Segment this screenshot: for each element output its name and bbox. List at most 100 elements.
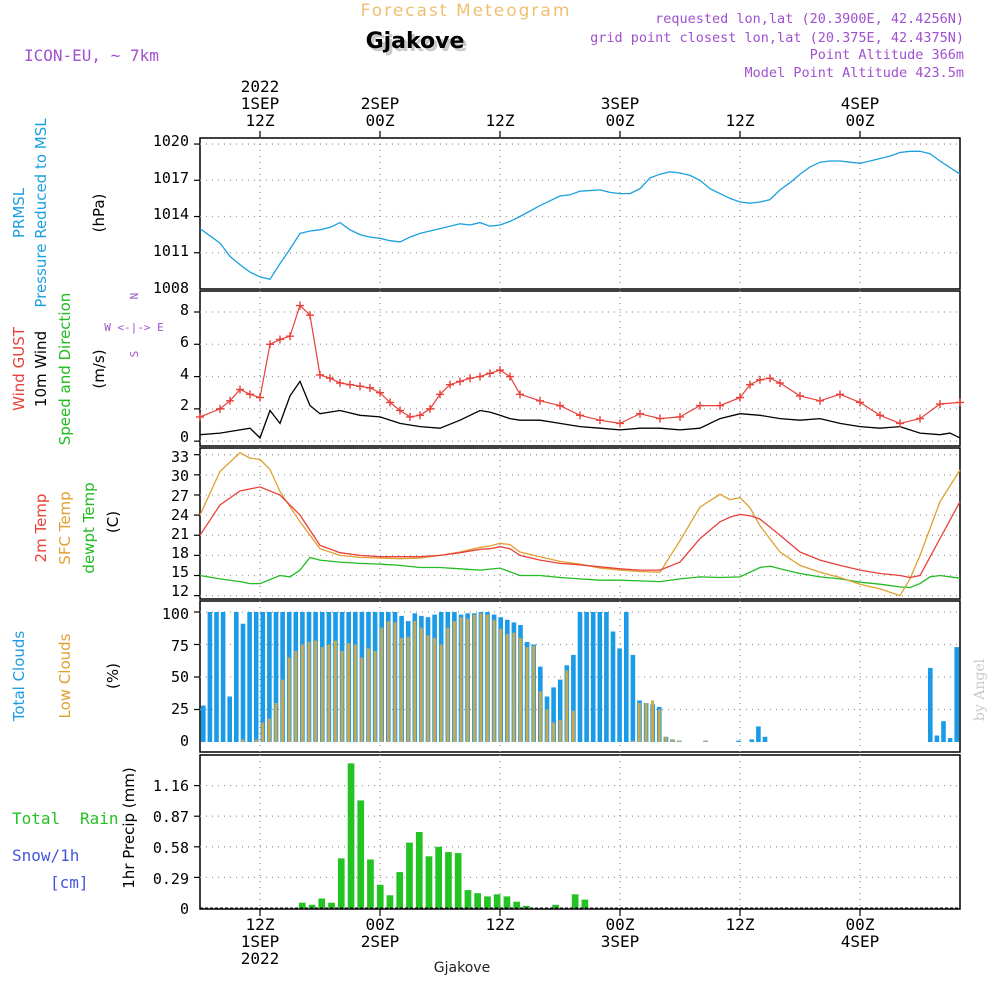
temp-tick-21: 21 <box>171 525 189 543</box>
model-label: ICON-EU, ~ 7km <box>24 46 159 65</box>
model-altitude: Model Point Altitude 423.5m <box>745 65 964 81</box>
rain-bar-30 <box>493 894 501 908</box>
temp-tick-18: 18 <box>171 544 189 562</box>
gust-marker-46 <box>776 379 784 388</box>
gust-marker-32 <box>536 396 544 405</box>
pressure-tick-1014: 1014 <box>153 205 189 223</box>
pressure-panel: PRMSL Pressure Reduced to MSL (hPa) 1020… <box>10 118 961 308</box>
low-clouds-bar-28 <box>386 621 390 742</box>
gust-marker-54 <box>936 400 944 409</box>
gust-marker-16 <box>366 383 374 392</box>
temp-tick-27: 27 <box>171 487 189 505</box>
total-clouds-bar-83 <box>749 739 755 742</box>
low-clouds-bar-26 <box>373 651 377 742</box>
time-top-label-4-0: 12Z <box>726 111 755 130</box>
wind-panel: Wind GUST 10m Wind Speed and Direction (… <box>10 290 964 447</box>
time-bottom-label-1-1: 2SEP <box>361 932 400 951</box>
time-top-label-5-1: 00Z <box>846 111 875 130</box>
time-top-label-0-1: 1SEP <box>241 94 280 113</box>
low-clouds-bar-69 <box>657 709 661 742</box>
gust-marker-6 <box>266 340 274 349</box>
low-clouds-bar-55 <box>565 670 569 742</box>
temp-tick-33: 33 <box>171 448 189 466</box>
gust-marker-26 <box>466 374 474 383</box>
point-altitude: Point Altitude 366m <box>810 47 964 63</box>
rain-bar-15 <box>347 763 355 908</box>
total-clouds-bar-9 <box>260 612 266 742</box>
precip-panel: Total Rain Snow/1h [cm] 1hr Precip (mm) … <box>12 754 961 918</box>
sfc-temp-line <box>199 451 961 597</box>
gust-marker-10 <box>306 311 314 320</box>
rain-bar-26 <box>454 853 462 908</box>
low-clouds-bar-6 <box>241 739 245 742</box>
gust-marker-29 <box>496 366 504 375</box>
total-clouds-bar-64 <box>624 612 629 742</box>
low-clouds-bar-67 <box>644 703 648 742</box>
total-clouds-bar-7 <box>247 612 252 742</box>
rain-bar-20 <box>396 872 404 908</box>
clouds-tick-50: 50 <box>171 668 189 686</box>
wind-label-unit: (m/s) <box>90 349 108 388</box>
total-clouds-bar-113 <box>947 738 953 742</box>
rain-bar-24 <box>435 846 442 908</box>
gust-marker-3 <box>236 385 244 394</box>
gust-marker-22 <box>426 404 434 413</box>
total-clouds-bar-84 <box>756 726 761 742</box>
temp-tick-15: 15 <box>171 563 189 581</box>
time-bottom-label-5-1: 4SEP <box>841 932 880 951</box>
time-bottom-label-3-0: 00Z <box>606 915 635 934</box>
time-bottom-label-5-0: 00Z <box>846 915 875 934</box>
low-clouds-bar-41 <box>472 614 476 742</box>
low-clouds-bar-22 <box>347 643 351 742</box>
low-clouds-bar-25 <box>367 648 370 742</box>
gust-marker-8 <box>286 332 294 341</box>
clouds-tick-75: 75 <box>171 637 189 655</box>
low-clouds-bar-37 <box>446 627 450 742</box>
rain-bar-29 <box>484 896 491 908</box>
rain-bar-38 <box>571 894 579 908</box>
gust-marker-5 <box>256 393 264 402</box>
time-top-label-0-2: 12Z <box>246 111 275 130</box>
low-clouds-bar-38 <box>453 621 456 742</box>
precip-tick-0: 0 <box>180 900 189 918</box>
compass-h: W <-|-> E <box>104 321 164 334</box>
total-clouds-bar-53 <box>551 687 556 742</box>
gust-marker-55 <box>956 398 964 407</box>
low-clouds-bar-68 <box>651 700 655 742</box>
low-clouds-bar-14 <box>294 651 298 742</box>
low-clouds-bar-18 <box>320 647 324 742</box>
pressure-tick-1020: 1020 <box>153 132 189 150</box>
rain-bar-31 <box>503 896 511 908</box>
low-clouds-bar-19 <box>327 644 331 742</box>
temp-tick-30: 30 <box>171 467 189 485</box>
temp-label-2m: 2m Temp <box>32 494 50 563</box>
gust-marker-24 <box>446 380 454 389</box>
gust-marker-33 <box>556 401 564 410</box>
compass-s: S <box>128 351 141 358</box>
gust-marker-35 <box>596 416 604 425</box>
low-clouds-bar-53 <box>552 722 555 742</box>
gust-marker-9 <box>296 301 304 310</box>
gust-marker-27 <box>476 372 484 381</box>
temp-label-sfc: SFC Temp <box>56 491 74 564</box>
gust-marker-40 <box>696 401 704 410</box>
rain-bar-14 <box>337 858 345 908</box>
rain-bar-11 <box>308 904 316 908</box>
time-top-label-0-0: 2022 <box>241 77 280 96</box>
low-clouds-bar-42 <box>479 613 483 742</box>
gust-marker-25 <box>456 377 464 386</box>
gust-marker-43 <box>746 380 754 389</box>
product-title: Forecast Meteogram <box>361 1 572 21</box>
total-clouds-bar-6 <box>240 623 246 742</box>
low-clouds-bar-32 <box>413 621 417 742</box>
pressure-label-name: Pressure Reduced to MSL <box>32 118 50 308</box>
gust-marker-53 <box>916 414 924 423</box>
gust-marker-30 <box>506 372 514 381</box>
gust-marker-7 <box>276 335 284 344</box>
gust-marker-48 <box>816 396 824 405</box>
low-clouds-bar-65 <box>631 740 635 742</box>
low-clouds-bar-23 <box>353 644 357 742</box>
